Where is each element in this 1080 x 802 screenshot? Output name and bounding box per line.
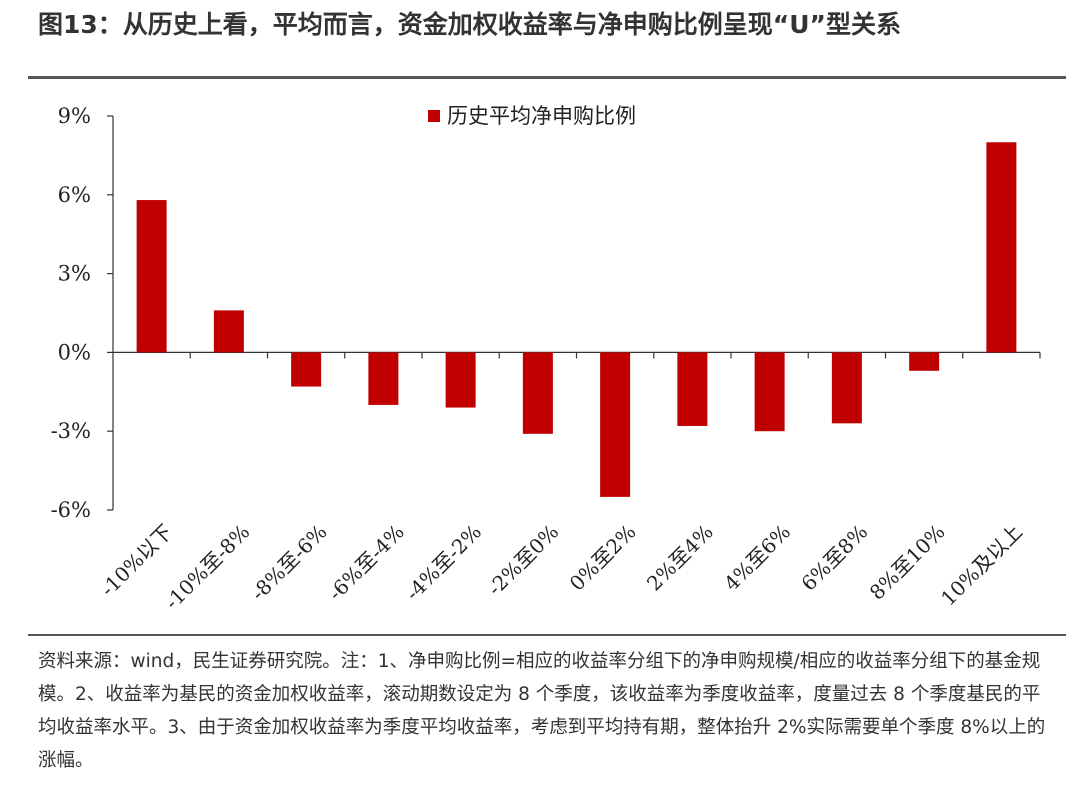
x-tick-label: -8%至-6%: [246, 520, 332, 606]
title-divider: [28, 76, 1066, 79]
x-tick-label: 4%至6%: [719, 520, 795, 596]
chart-title: 图13：从历史上看，平均而言，资金加权收益率与净申购比例呈现“U”型关系: [38, 10, 901, 39]
x-tick-label: -2%至0%: [483, 520, 564, 601]
bar-2: [213, 310, 244, 353]
y-tick-label: 9%: [58, 104, 91, 128]
x-tick-label: -6%至-4%: [323, 520, 409, 606]
x-tick-label: -10%以下: [96, 520, 177, 601]
y-tick-label: -6%: [51, 498, 91, 522]
y-tick-label: 0%: [58, 340, 91, 364]
source-note: 资料来源：wind，民生证券研究院。注：1、净申购比例=相应的收益率分组下的净申…: [38, 651, 1046, 771]
bar-3: [291, 352, 322, 387]
bar-9: [754, 352, 785, 432]
x-tick-label: 2%至4%: [642, 520, 718, 596]
y-tick-label: 6%: [58, 183, 91, 207]
bar-chart: 9%6%3%0%-3%-6%-10%以下-10%至-8%-8%至-6%-6%至-…: [51, 104, 1041, 614]
x-tick-label: -4%至-2%: [401, 520, 487, 606]
legend-swatch: [428, 110, 440, 122]
x-tick-label: 10%及以上: [936, 520, 1027, 611]
bar-10: [831, 352, 862, 424]
bar-6: [522, 352, 553, 434]
bar-8: [677, 352, 708, 426]
x-tick-label: 6%至8%: [796, 520, 872, 596]
footer-divider: [28, 634, 1066, 636]
bar-12: [986, 142, 1017, 353]
y-tick-label: -3%: [51, 419, 91, 443]
y-tick-label: 3%: [58, 262, 91, 286]
bar-7: [600, 352, 631, 497]
legend-label: 历史平均净申购比例: [447, 104, 636, 128]
bar-4: [368, 352, 399, 405]
x-tick-label: 0%至2%: [565, 520, 641, 596]
bar-1: [136, 200, 167, 353]
bar-5: [445, 352, 476, 408]
bar-11: [909, 352, 940, 371]
